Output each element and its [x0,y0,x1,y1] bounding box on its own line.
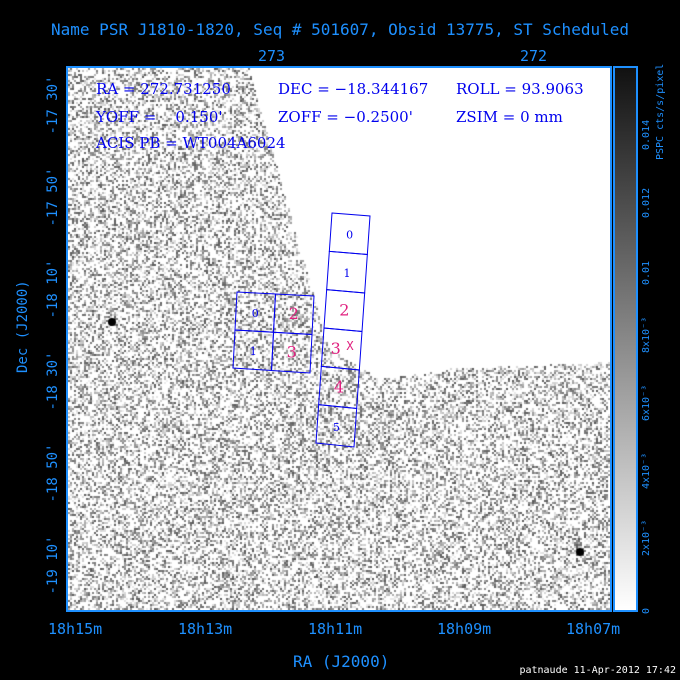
colorbar-tick: 0.012 [641,187,652,218]
dec-tick: -17 50' [45,167,61,227]
acis-s-chip-label: 2 [339,301,349,320]
info-dec: DEC = −18.344167 [278,80,429,98]
dec-tick: -18 30' [45,351,61,411]
x-axis-label: RA (J2000) [293,652,390,671]
acis-i-chip-label: 3 [287,343,297,362]
acis-s-chip [315,404,358,448]
dec-tick: -17 30' [45,75,61,135]
acis-s-chip-label: 4 [334,377,344,396]
top-tick-272: 272 [520,47,548,65]
ra-tick-2: 18h11m [308,620,363,638]
dec-tick: -18 50' [45,443,61,503]
aimpoint-marker: X [346,339,354,353]
colorbar-tick: 0.01 [641,261,652,286]
colorbar-tick: 4x10⁻³ [641,452,652,489]
acis-i-chip [270,331,313,374]
dec-tick: -19 10' [45,535,61,595]
sky-background [68,68,610,610]
acis-s-chip-label: 1 [344,267,351,280]
top-tick-273: 273 [258,47,286,65]
info-yoff: YOFF = 0.150' [96,108,223,126]
ra-tick-0: 18h15m [48,620,103,638]
colorbar-tick: 0.014 [641,119,652,150]
y-axis-label: Dec (J2000) [15,280,31,373]
plot-title: Name PSR J1810-1820, Seq # 501607, Obsid… [51,20,629,39]
acis-i-chip-label: 1 [250,345,257,358]
dec-tick: -18 10' [45,259,61,319]
acis-i-chip-label: 2 [289,304,299,323]
sky-image: 0 2 1 3 0 1 2 3 4 5 X RA = 272.731250 DEC = −18.34… [66,66,612,612]
info-ra: RA = 272.731250 [96,80,231,98]
info-zsim: ZSIM = 0 mm [456,108,563,126]
colorbar [613,66,638,612]
acis-s-chip-label: 3 [331,339,341,358]
colorbar-label: PSPC cts/s/pixel [655,63,666,160]
credit: patnaude 11-Apr-2012 17:42 [519,665,676,676]
acis-i-chip-label: 0 [252,307,259,320]
colorbar-tick: 6x10⁻³ [641,384,652,421]
colorbar-tick: 2x10⁻³ [641,520,652,557]
chip-overlay: 0 2 1 3 0 1 2 3 4 5 X [232,212,371,448]
info-acis-pb: ACIS PB = WT004A6024 [96,134,286,152]
acis-s-chip-label: 0 [346,229,353,242]
acis-s-chip [320,327,363,371]
info-zoff: ZOFF = −0.2500' [278,108,413,126]
ra-tick-3: 18h09m [437,620,492,638]
ra-tick-1: 18h13m [178,620,233,638]
colorbar-tick: 8x10⁻³ [641,316,652,353]
info-roll: ROLL = 93.9063 [456,80,584,98]
acis-s-chip-label: 5 [333,421,340,434]
colorbar-tick: 0 [641,607,652,614]
ra-tick-4: 18h07m [566,620,621,638]
